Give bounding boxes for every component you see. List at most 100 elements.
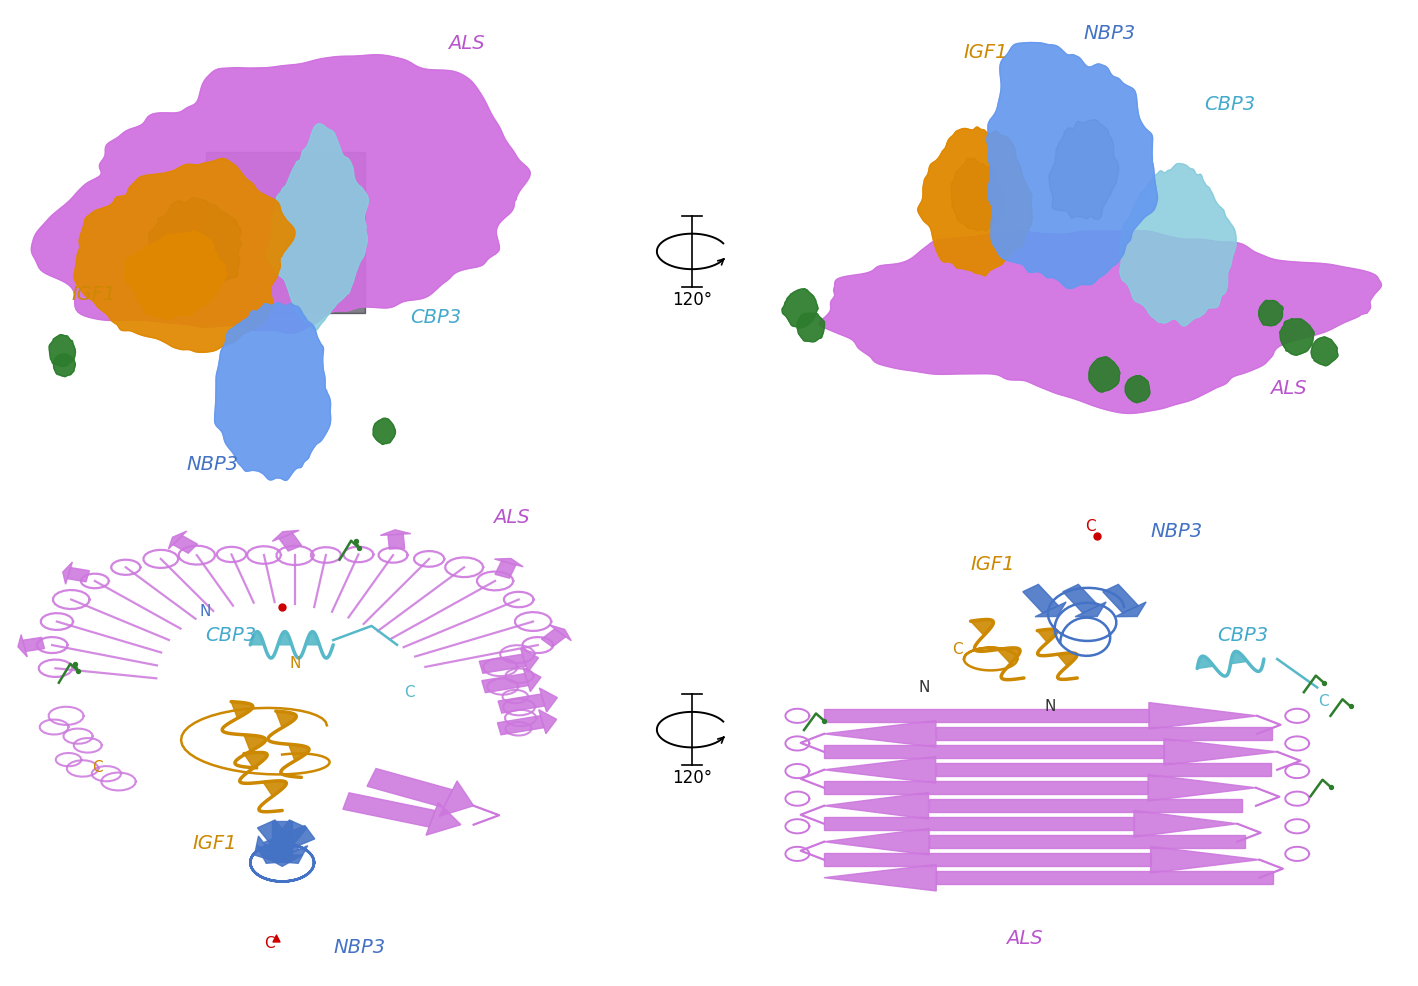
Text: NBP3: NBP3 — [333, 939, 386, 957]
Polygon shape — [306, 632, 319, 645]
Polygon shape — [1149, 703, 1258, 729]
Polygon shape — [67, 568, 89, 582]
Polygon shape — [951, 158, 1004, 231]
Polygon shape — [257, 846, 292, 864]
Polygon shape — [520, 648, 539, 672]
Polygon shape — [929, 835, 1245, 848]
Text: C: C — [1085, 519, 1096, 534]
Polygon shape — [1149, 775, 1256, 801]
Polygon shape — [1075, 602, 1106, 616]
Polygon shape — [251, 632, 262, 645]
Polygon shape — [1035, 602, 1066, 616]
Polygon shape — [267, 124, 369, 330]
Polygon shape — [824, 756, 936, 783]
Polygon shape — [1231, 652, 1246, 664]
Point — [1319, 779, 1341, 795]
Text: ALS: ALS — [1271, 380, 1307, 398]
Polygon shape — [824, 828, 929, 855]
Point — [345, 532, 367, 548]
Text: IGF1: IGF1 — [970, 555, 1015, 574]
Polygon shape — [824, 709, 1149, 723]
Polygon shape — [1197, 656, 1214, 669]
Polygon shape — [264, 781, 286, 796]
Text: N: N — [1045, 699, 1056, 714]
Polygon shape — [797, 314, 824, 342]
Polygon shape — [389, 534, 404, 549]
Polygon shape — [1126, 376, 1150, 402]
Polygon shape — [824, 865, 936, 891]
Polygon shape — [495, 558, 523, 567]
Text: N: N — [200, 604, 211, 619]
Polygon shape — [498, 716, 545, 735]
Polygon shape — [1058, 653, 1076, 666]
Polygon shape — [272, 821, 292, 855]
Text: C: C — [951, 642, 963, 657]
Polygon shape — [936, 871, 1273, 884]
Text: ALS: ALS — [493, 508, 529, 527]
Polygon shape — [31, 55, 530, 333]
Text: 120°: 120° — [672, 291, 712, 310]
Polygon shape — [214, 303, 330, 480]
Polygon shape — [255, 836, 278, 863]
Polygon shape — [824, 853, 1150, 867]
Polygon shape — [264, 825, 315, 856]
Polygon shape — [824, 793, 929, 819]
Polygon shape — [275, 711, 296, 727]
Polygon shape — [173, 535, 197, 553]
Polygon shape — [482, 673, 529, 693]
Polygon shape — [820, 231, 1381, 413]
Polygon shape — [23, 637, 44, 652]
Polygon shape — [265, 820, 306, 858]
Polygon shape — [244, 752, 267, 767]
Polygon shape — [74, 159, 295, 352]
Polygon shape — [1115, 602, 1146, 616]
Text: C: C — [1319, 694, 1329, 709]
Polygon shape — [367, 768, 452, 808]
Polygon shape — [18, 635, 27, 657]
Polygon shape — [539, 710, 557, 734]
Text: ALS: ALS — [448, 34, 485, 53]
Point — [67, 663, 89, 678]
Polygon shape — [1022, 585, 1058, 613]
Text: CBP3: CBP3 — [1217, 626, 1268, 645]
Polygon shape — [1312, 337, 1339, 366]
Polygon shape — [1164, 739, 1278, 765]
Polygon shape — [824, 817, 1134, 830]
Polygon shape — [539, 688, 557, 712]
Polygon shape — [824, 781, 1149, 795]
Polygon shape — [380, 529, 411, 535]
Polygon shape — [987, 42, 1157, 289]
Polygon shape — [272, 530, 299, 541]
Polygon shape — [54, 354, 75, 377]
Polygon shape — [244, 735, 265, 751]
Polygon shape — [425, 803, 461, 835]
Polygon shape — [783, 289, 818, 328]
Polygon shape — [262, 855, 302, 867]
Polygon shape — [62, 562, 72, 585]
Text: N: N — [289, 657, 301, 671]
Polygon shape — [523, 668, 542, 691]
Text: 120°: 120° — [672, 769, 712, 788]
Polygon shape — [549, 625, 571, 641]
Polygon shape — [495, 561, 516, 578]
Text: CBP3: CBP3 — [206, 626, 257, 645]
Text: CBP3: CBP3 — [410, 309, 461, 327]
Polygon shape — [231, 702, 252, 718]
Polygon shape — [542, 629, 566, 647]
Polygon shape — [258, 820, 299, 858]
Text: ALS: ALS — [1005, 929, 1042, 948]
Text: N: N — [919, 680, 930, 695]
Point — [1339, 698, 1361, 714]
Polygon shape — [1280, 318, 1314, 355]
Polygon shape — [278, 632, 291, 645]
Polygon shape — [936, 728, 1272, 740]
Polygon shape — [272, 846, 308, 864]
Point — [1086, 528, 1109, 544]
Text: IGF1: IGF1 — [964, 43, 1008, 62]
Point — [264, 931, 286, 947]
Point — [64, 656, 86, 671]
Text: NBP3: NBP3 — [1083, 25, 1136, 43]
Text: CBP3: CBP3 — [1204, 96, 1255, 114]
Text: C: C — [264, 936, 275, 951]
Polygon shape — [997, 648, 1020, 664]
